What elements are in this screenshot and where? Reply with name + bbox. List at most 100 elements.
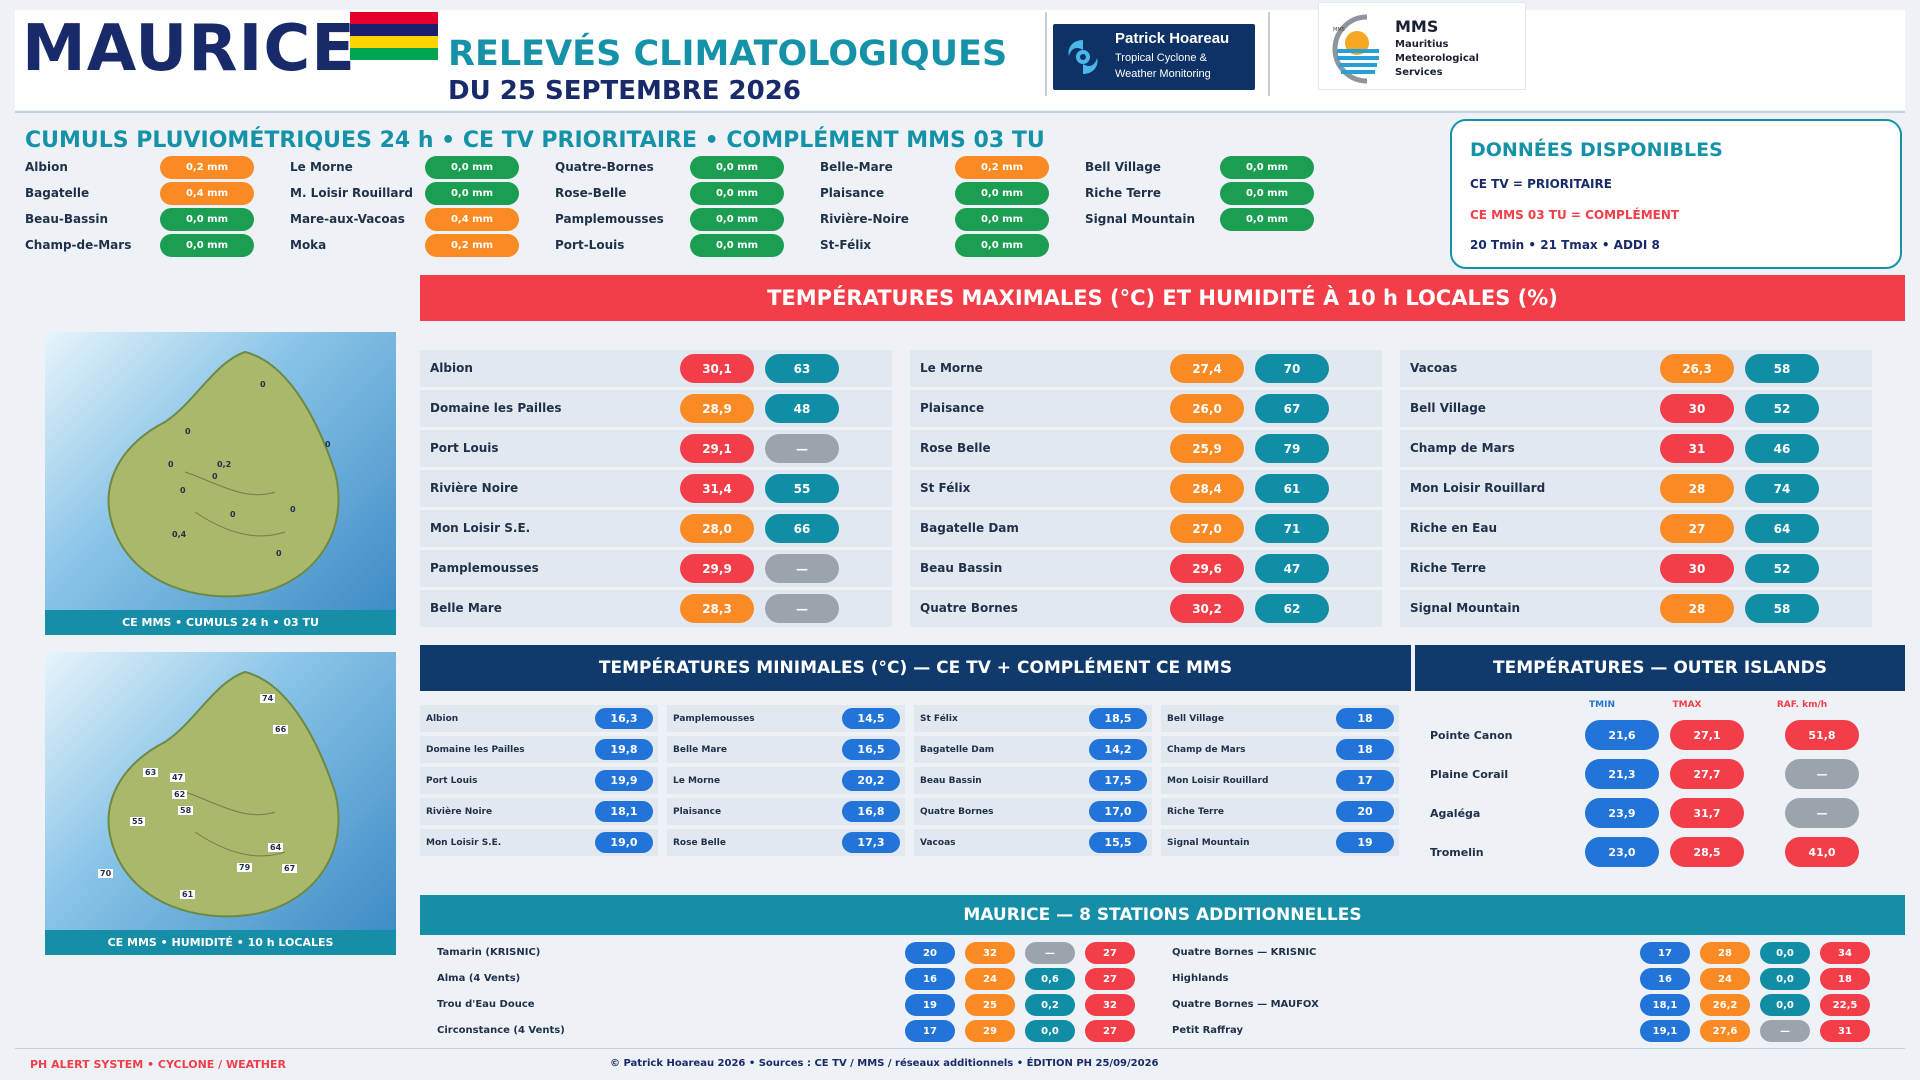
tmax-station-label: Vacoas (1410, 361, 1458, 375)
rain-station-label: Riche Terre (1085, 186, 1162, 200)
tmin-value-badge: 20,2 (842, 770, 900, 791)
addi-value-badge: 27,6 (1700, 1020, 1750, 1042)
tmax-temp-badge: 30 (1660, 554, 1734, 583)
rain-station-label: Port-Louis (555, 238, 625, 252)
rain-station-label: Beau-Bassin (25, 212, 109, 226)
mms-emblem-icon (1332, 14, 1379, 84)
addi-value-badge: 24 (1700, 968, 1750, 990)
rain-value-badge: 0,0 mm (160, 234, 254, 257)
addi-value-badge: 29 (965, 1020, 1015, 1042)
tmin-value-badge: 17,3 (842, 832, 900, 853)
rain-value-badge: 0,4 mm (425, 208, 519, 231)
tmin-value-badge: 16,3 (595, 708, 653, 729)
addi-value-badge: 28 (1700, 942, 1750, 964)
tmax-temp-badge: 25,9 (1170, 434, 1244, 463)
mms-logo: MMS MMS Mauritius Meteorological Service… (1318, 2, 1526, 90)
addi-value-badge: 17 (1640, 942, 1690, 964)
rain-value-badge: 0,4 mm (160, 182, 254, 205)
tmin-value-badge: 17,0 (1089, 801, 1147, 822)
outer-tmin-badge: 21,3 (1585, 759, 1659, 789)
tmin-value-badge: 17,5 (1089, 770, 1147, 791)
addi-section-title: MAURICE — 8 STATIONS ADDITIONNELLES (420, 895, 1905, 935)
rain-station-label: Belle-Mare (820, 160, 893, 174)
addi-value-badge: 24 (965, 968, 1015, 990)
rain-map-label: 0 (180, 486, 186, 495)
tmax-station-label: Bell Village (1410, 401, 1486, 415)
dispo-line2: CE MMS 03 TU = COMPLÉMENT (1470, 208, 1680, 222)
humidity-map-label: 61 (180, 890, 196, 899)
tmax-station-label: Belle Mare (430, 601, 502, 615)
rain-map-label: 0 (325, 440, 331, 449)
humidity-map-caption: CE MMS • HUMIDITÉ • 10 h LOCALES (45, 930, 396, 955)
tmin-section-title: TEMPÉRATURES MINIMALES (°C) — CE TV + CO… (420, 645, 1411, 691)
rain-station-label: Rivière-Noire (820, 212, 909, 226)
addi-value-badge: 0,0 (1025, 1020, 1075, 1042)
humidity-badge: 46 (1745, 434, 1819, 463)
rain-value-badge: 0,0 mm (955, 208, 1049, 231)
rain-station-label: M. Loisir Rouillard (290, 186, 414, 200)
rain-station-label: Quatre-Bornes (555, 160, 654, 174)
tmin-value-badge: 18,1 (595, 801, 653, 822)
tmin-station-label: St Félix (920, 714, 958, 724)
addi-value-badge: 25 (965, 994, 1015, 1016)
humidity-badge: 67 (1255, 394, 1329, 423)
humidity-badge: 66 (765, 514, 839, 543)
tmax-station-label: Domaine les Pailles (430, 401, 562, 415)
rainfall-map-caption: CE MMS • CUMULS 24 h • 03 TU (45, 610, 396, 635)
humidity-badge: 58 (1745, 594, 1819, 623)
addi-value-badge: 27 (1085, 968, 1135, 990)
header-divider (15, 111, 1905, 113)
outer-gust-badge: 51,8 (1785, 720, 1859, 750)
tmin-station-label: Mon Loisir S.E. (426, 838, 502, 848)
humidity-map-label: 62 (172, 790, 188, 799)
outer-column-header: TMAX (1672, 700, 1702, 710)
rain-value-badge: 0,0 mm (690, 208, 784, 231)
tmax-temp-badge: 27 (1660, 514, 1734, 543)
outer-tmin-badge: 23,0 (1585, 837, 1659, 867)
tmin-station-label: Riche Terre (1167, 807, 1225, 817)
addi-value-badge: — (1025, 942, 1075, 964)
tmin-station-label: Champ de Mars (1167, 745, 1246, 755)
cyclone-icon (1068, 40, 1098, 74)
tmax-station-label: Rose Belle (920, 441, 991, 455)
humidity-map-label: 79 (237, 863, 253, 872)
rain-map-label: 0 (260, 380, 266, 389)
tmin-value-badge: 18 (1336, 708, 1394, 729)
ph-logo-line1: Tropical Cyclone & (1115, 52, 1207, 64)
addi-value-badge: 0,0 (1760, 968, 1810, 990)
mms-line2: Meteorological (1395, 53, 1479, 64)
addi-value-badge: — (1760, 1020, 1810, 1042)
humidity-badge: 79 (1255, 434, 1329, 463)
rain-map-label: 0 (212, 472, 218, 481)
rain-value-badge: 0,0 mm (425, 156, 519, 179)
addi-station-label: Circonstance (4 Vents) (437, 1025, 565, 1036)
tmax-station-label: Port Louis (430, 441, 499, 455)
humidity-map-label: 58 (178, 806, 194, 815)
humidity-map-label: 64 (268, 843, 284, 852)
tmin-station-label: Pamplemousses (673, 714, 755, 724)
rain-station-label: St-Félix (820, 238, 872, 252)
addi-value-badge: 26,2 (1700, 994, 1750, 1016)
outer-tmax-badge: 28,5 (1670, 837, 1744, 867)
tmin-station-label: Beau Bassin (920, 776, 982, 786)
tmin-station-label: Bell Village (1167, 714, 1224, 724)
outer-island-label: Tromelin (1430, 846, 1484, 859)
outer-column-header: RAF. km/h (1776, 700, 1828, 710)
tmax-section-title: TEMPÉRATURES MAXIMALES (°C) ET HUMIDITÉ … (420, 275, 1905, 321)
ph-logo-name: Patrick Hoareau (1115, 30, 1230, 47)
addi-value-badge: 0,0 (1760, 942, 1810, 964)
rain-value-badge: 0,0 mm (1220, 208, 1314, 231)
humidity-badge: 62 (1255, 594, 1329, 623)
mms-line1: Mauritius (1395, 39, 1449, 50)
tmax-station-label: Signal Mountain (1410, 601, 1521, 615)
tmax-temp-badge: 29,9 (680, 554, 754, 583)
tmax-temp-badge: 30,2 (1170, 594, 1244, 623)
tmax-temp-badge: 27,0 (1170, 514, 1244, 543)
humidity-badge: 52 (1745, 554, 1819, 583)
rain-station-label: Plaisance (820, 186, 885, 200)
tmax-temp-badge: 28,3 (680, 594, 754, 623)
ph-logo: Patrick Hoareau Tropical Cyclone & Weath… (1045, 12, 1270, 96)
tmax-temp-badge: 28,0 (680, 514, 754, 543)
tmax-station-label: Le Morne (920, 361, 983, 375)
tmin-value-badge: 19,0 (595, 832, 653, 853)
